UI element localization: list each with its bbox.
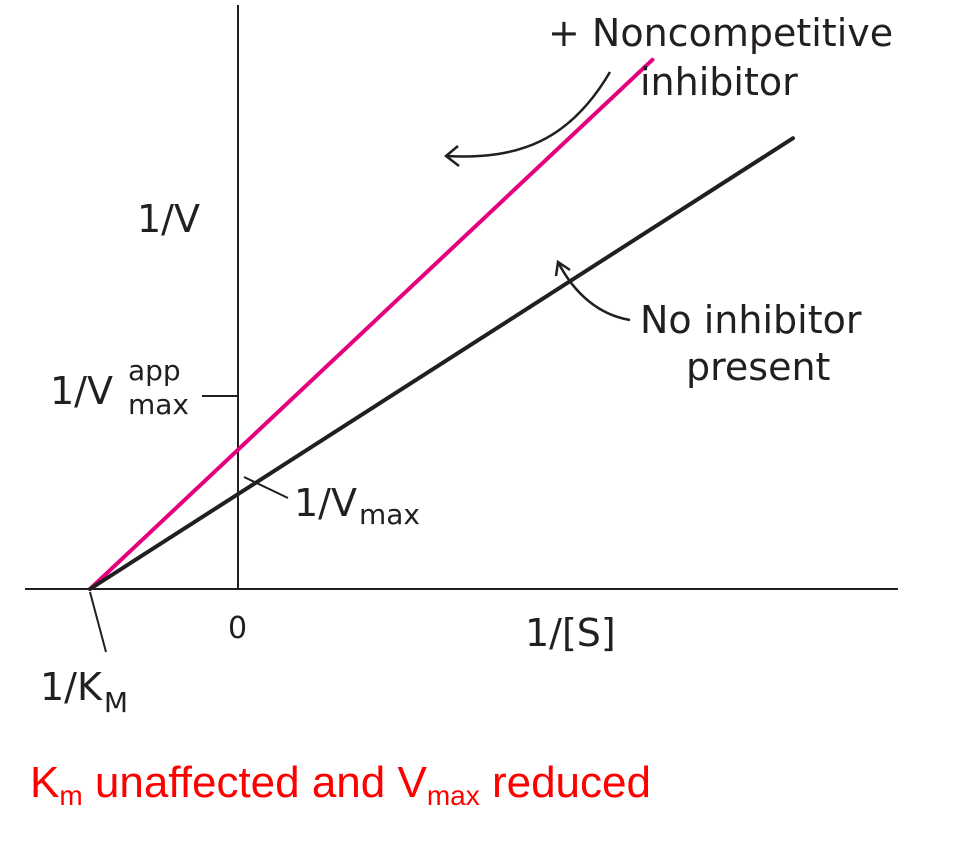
arrow-to-no-inhibitor — [556, 261, 631, 322]
legend-noncompetitive-line1: + Noncompetitive — [548, 11, 893, 55]
vmax-app-sup: app — [128, 354, 181, 387]
km-label: 1/KM — [40, 665, 128, 719]
series-line-noncompetitive — [88, 57, 655, 591]
caption-k-sub: m — [59, 780, 83, 811]
caption-end: reduced — [479, 758, 651, 807]
vmax-leader — [243, 476, 289, 499]
legend-no-inhibitor-line1: No inhibitor — [640, 298, 862, 342]
x-tick-label-0: 0 — [228, 611, 247, 646]
legend-no-inhibitor-line2: present — [686, 345, 830, 389]
y-axis-label: 1/V — [137, 197, 200, 241]
arrow-to-noncompetitive — [445, 71, 612, 158]
caption-v-sub: max — [426, 780, 480, 811]
arrowhead-no-inhibitor — [554, 259, 571, 277]
arrowhead-noncompetitive — [444, 145, 460, 167]
vmax-app-label: 1/V — [50, 369, 113, 413]
vmax-app-sub: max — [128, 388, 189, 421]
x-axis-label: 1/[S] — [525, 611, 616, 655]
caption: Km unaffected and Vmax reduced — [30, 758, 651, 812]
vmax-label: 1/Vmax — [294, 481, 420, 531]
caption-k: K — [30, 758, 60, 807]
caption-mid: unaffected and V — [82, 758, 427, 807]
km-leader — [89, 591, 107, 653]
legend-noncompetitive-line2: inhibitor — [640, 60, 798, 104]
series-line-no-inhibitor — [88, 136, 795, 591]
